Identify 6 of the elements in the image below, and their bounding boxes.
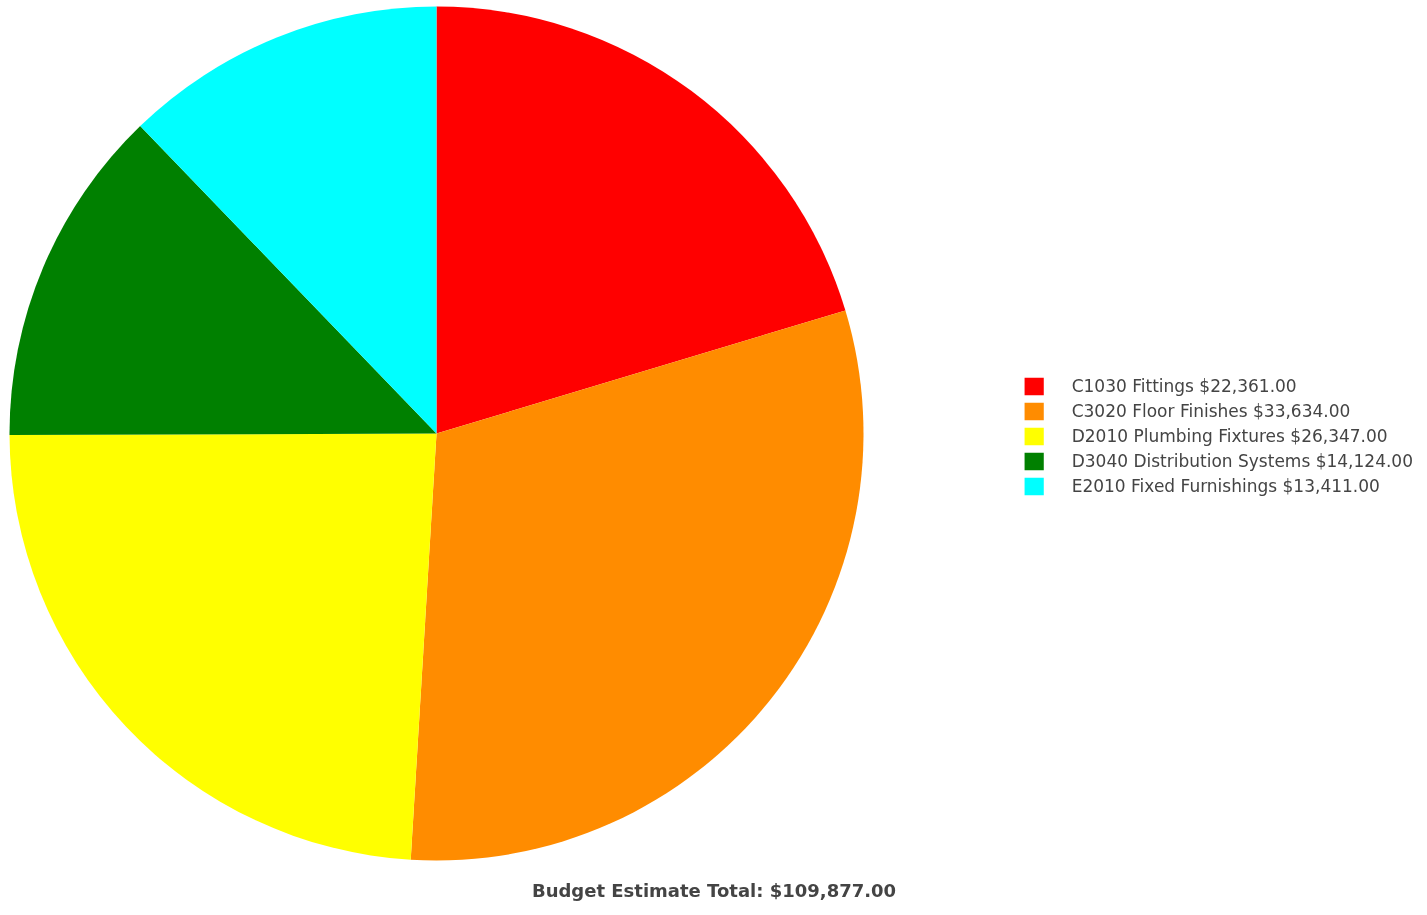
text: Budget Estimate Total: $109,877.00 — [531, 879, 897, 901]
legend-label: E2010 Fixed Furnishings $13,411.00 — [1071, 476, 1380, 496]
legend-label: C3020 Floor Finishes $33,634.00 — [1071, 401, 1351, 421]
legend-label: D3040 Distribution Systems $14,124.00 — [1071, 451, 1413, 471]
legend-label: D2010 Plumbing Fixtures $26,347.00 — [1071, 426, 1388, 446]
legend-label: C1030 Fittings $22,361.00 — [1071, 376, 1297, 396]
